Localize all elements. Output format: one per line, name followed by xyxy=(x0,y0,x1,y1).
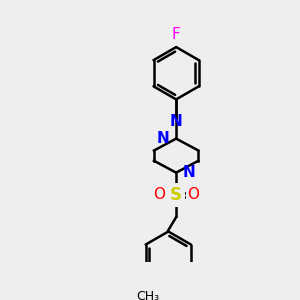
Text: N: N xyxy=(157,131,169,146)
Text: N: N xyxy=(183,165,195,180)
Text: CH₃: CH₃ xyxy=(136,290,159,300)
Text: S: S xyxy=(170,186,182,204)
Text: O: O xyxy=(187,188,199,202)
Text: O: O xyxy=(153,188,165,202)
Text: N: N xyxy=(170,114,182,129)
Text: F: F xyxy=(172,27,181,42)
